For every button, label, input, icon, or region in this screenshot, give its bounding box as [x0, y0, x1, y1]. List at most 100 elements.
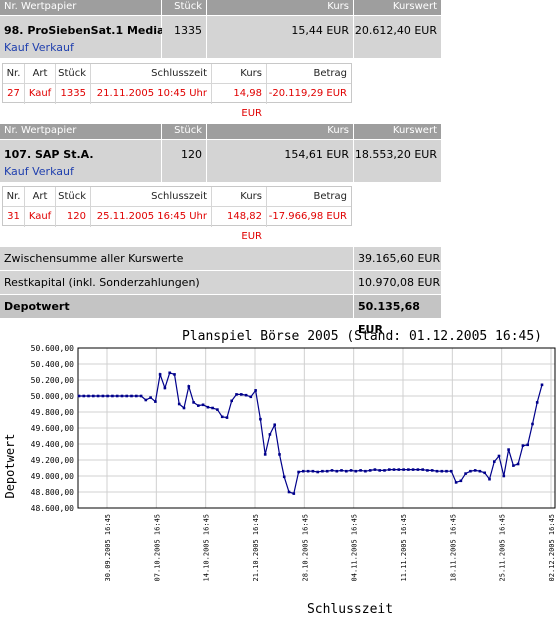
order-header-kurs: Kurs	[212, 64, 267, 84]
data-point	[120, 394, 124, 398]
data-point	[220, 415, 224, 419]
data-point	[469, 469, 472, 473]
data-point	[158, 373, 162, 376]
data-point	[378, 469, 381, 472]
verkauf-link[interactable]: Verkauf	[32, 165, 74, 178]
data-point	[502, 474, 506, 478]
data-point	[125, 394, 128, 398]
position-kurs: 15,44 EUR	[207, 16, 353, 58]
data-point	[225, 416, 229, 419]
data-point	[115, 394, 119, 398]
data-point	[349, 469, 353, 472]
data-point	[297, 470, 300, 474]
data-point	[287, 490, 291, 494]
plot-area	[77, 347, 556, 509]
order-header-stueck: Stück	[56, 187, 91, 207]
data-point	[168, 371, 171, 375]
order-stueck: 1335	[56, 84, 91, 104]
order-header-stueck: Stück	[56, 64, 91, 84]
x-tick-label: 14.10.2005 16:45	[203, 514, 211, 581]
data-point	[216, 408, 219, 411]
data-point	[364, 469, 367, 473]
chart-title: Planspiel Börse 2005 (Stand: 01.12.2005 …	[182, 329, 542, 344]
data-point	[488, 477, 491, 481]
order-header-schlusszeit: Schlusszeit	[91, 187, 212, 207]
data-point	[82, 394, 86, 398]
header-nr-wertpapier: Nr. Wertpapier	[0, 0, 161, 15]
kauf-link[interactable]: Kauf	[4, 41, 29, 54]
data-point	[450, 469, 453, 473]
data-point	[278, 453, 281, 456]
data-point	[426, 469, 429, 472]
data-point	[211, 406, 214, 410]
order-betrag: -17.966,98 EUR	[268, 211, 347, 222]
data-point	[402, 468, 405, 471]
data-point	[421, 468, 424, 471]
order-header-betrag: Betrag	[267, 187, 351, 207]
y-tick-label: 50.000,00	[31, 392, 75, 401]
data-point	[531, 422, 534, 426]
data-point	[130, 394, 133, 398]
order-header-nr: Nr.	[3, 64, 25, 84]
data-point	[197, 404, 200, 407]
data-point	[445, 469, 448, 473]
data-point	[311, 469, 315, 473]
data-point	[473, 469, 477, 472]
order-header-art: Art	[25, 187, 56, 207]
data-point	[101, 394, 105, 398]
data-point	[330, 469, 334, 472]
data-point	[139, 394, 143, 398]
data-point	[259, 417, 262, 421]
position-kurs: 154,61 EUR	[207, 140, 353, 182]
header-kurs: Kurs	[207, 0, 353, 15]
header-nr-wertpapier: Nr. Wertpapier	[0, 124, 161, 139]
chart-ylabel: Depotwert	[3, 433, 17, 498]
data-point	[430, 469, 434, 472]
y-tick-label: 48.800,00	[31, 488, 75, 497]
data-point	[92, 394, 95, 398]
position-stueck: 120	[162, 140, 206, 182]
x-tick-label: 04.11.2005 16:45	[351, 514, 359, 581]
data-point	[392, 468, 396, 471]
data-point	[321, 469, 324, 473]
order-schlusszeit: 21.11.2005 10:45 Uhr	[91, 84, 212, 104]
data-point	[407, 468, 410, 471]
data-point	[240, 393, 243, 396]
y-tick-label: 48.600,00	[31, 504, 75, 513]
x-tick-label: 21.10.2005 16:45	[252, 514, 260, 581]
x-tick-label: 02.12.2005 16:45	[548, 514, 556, 581]
verkauf-link[interactable]: Verkauf	[32, 41, 74, 54]
data-point	[282, 475, 286, 479]
x-tick-label: 07.10.2005 16:45	[153, 514, 161, 581]
data-point	[464, 472, 467, 475]
data-point	[478, 469, 482, 473]
data-point	[416, 468, 420, 471]
data-point	[96, 394, 100, 398]
data-point	[106, 394, 109, 398]
position-name: 98. ProSiebenSat.1 Media	[4, 24, 165, 37]
y-tick-label: 49.600,00	[31, 424, 75, 433]
header-kurs: Kurs	[207, 124, 353, 139]
data-point	[302, 469, 305, 473]
data-point	[483, 471, 486, 475]
data-point	[512, 464, 515, 467]
data-point	[526, 443, 529, 447]
data-point	[383, 469, 386, 472]
data-point	[201, 403, 205, 407]
y-tick-label: 50.200,00	[31, 376, 75, 385]
data-point	[516, 462, 520, 466]
data-point	[144, 398, 148, 402]
order-kurs: 148,82 EUR	[212, 207, 267, 242]
data-point	[244, 393, 248, 397]
data-point	[354, 469, 358, 473]
order-betrag: -20.119,29 EUR	[268, 88, 347, 99]
data-point	[292, 492, 296, 495]
kauf-link[interactable]: Kauf	[4, 165, 29, 178]
x-tick-label: 30.09.2005 16:45	[104, 514, 112, 581]
data-point	[459, 479, 463, 483]
y-tick-label: 50.400,00	[31, 360, 75, 369]
data-point	[249, 395, 253, 399]
data-point	[411, 468, 415, 471]
data-point	[507, 448, 510, 451]
data-point	[77, 394, 81, 398]
